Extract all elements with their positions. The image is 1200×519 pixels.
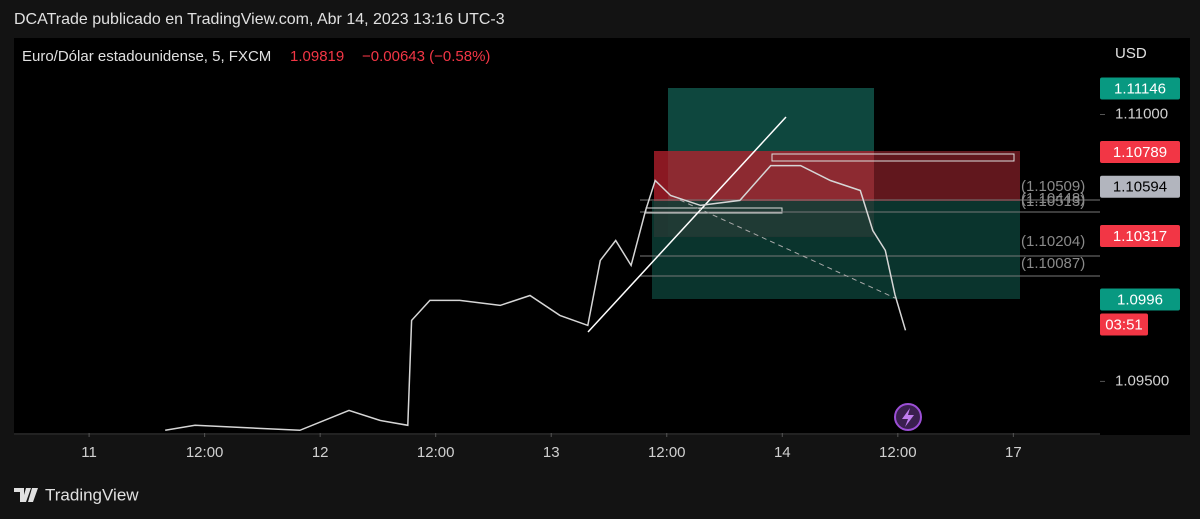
level-label: (1.10509) — [1021, 178, 1085, 195]
attribution: DCATrade publicado en TradingView.com, A… — [14, 11, 505, 28]
countdown-tag — [1100, 313, 1148, 336]
projection-line — [679, 199, 896, 299]
price-tag-label: 1.10789 — [1113, 144, 1167, 161]
price-tag-label: 1.10594 — [1113, 179, 1167, 196]
x-tick-label: 12:00 — [186, 444, 224, 461]
last-price: 1.09819 — [290, 48, 344, 65]
x-tick-label: 12:00 — [648, 444, 686, 461]
price-tag-label: 1.11146 — [1114, 81, 1166, 98]
symbol-legend: Euro/Dólar estadounidense, 5, FXCM — [22, 48, 271, 65]
level-label: (1.10513) — [1021, 193, 1085, 210]
price-change: −0.00643 (−0.58%) — [362, 48, 490, 65]
y-tick-label: 1.11000 — [1115, 105, 1168, 122]
x-tick-label: 13 — [543, 444, 560, 461]
level-label: (1.10448) — [1021, 190, 1085, 207]
price-tag — [1100, 141, 1180, 164]
stop-zone-2 — [874, 151, 1020, 201]
price-line — [165, 164, 907, 432]
zone-outline — [771, 153, 1015, 162]
x-tick-label: 12:00 — [879, 444, 917, 461]
event-icon-bolt — [902, 408, 914, 427]
price-tag — [1100, 225, 1180, 248]
price-tag — [1100, 288, 1180, 311]
series-layer — [165, 164, 907, 432]
price-tag-label: 1.10317 — [1113, 228, 1167, 245]
brand-logo — [14, 488, 38, 502]
x-tick-label: 14 — [774, 444, 791, 461]
price-tag-label: 1.0996 — [1117, 292, 1163, 309]
x-tick-label: 12 — [312, 444, 329, 461]
countdown: 03:51 — [1105, 317, 1143, 334]
price-tag — [1100, 77, 1180, 100]
y-tick-label: 1.09500 — [1115, 372, 1169, 389]
brand: TradingView — [45, 485, 139, 504]
level-label: (1.10087) — [1021, 255, 1085, 272]
level-label: (1.10204) — [1021, 233, 1085, 250]
target-zone-2 — [652, 201, 1020, 299]
currency: USD — [1115, 45, 1147, 62]
x-tick-label: 12:00 — [417, 444, 455, 461]
trend-line — [587, 116, 787, 333]
price-tag — [1100, 175, 1180, 198]
x-tick-label: 17 — [1005, 444, 1022, 461]
x-tick-label: 11 — [81, 444, 97, 461]
